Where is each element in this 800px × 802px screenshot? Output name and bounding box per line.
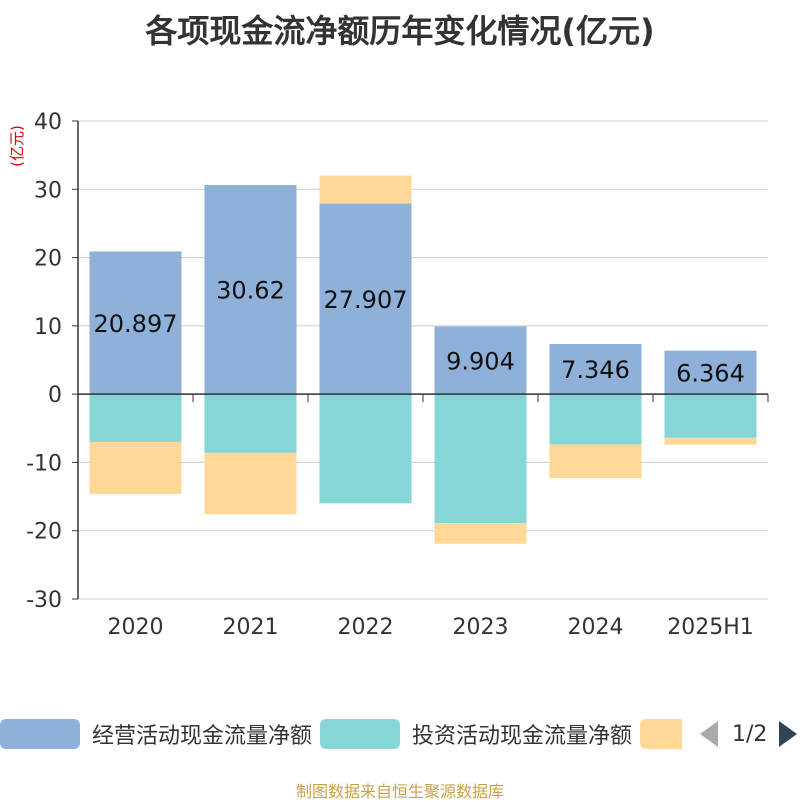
legend-next-icon[interactable] <box>779 721 798 747</box>
bar-series-1 <box>89 394 182 442</box>
y-tick-label: 10 <box>34 315 62 340</box>
bar-series-1 <box>204 394 297 453</box>
legend: 经营活动现金流量净额 投资活动现金流量净额 1/2 <box>0 716 800 752</box>
legend-page-indicator: 1/2 <box>732 721 768 747</box>
y-tick-label: -10 <box>26 451 62 476</box>
legend-swatch-operating <box>0 719 80 749</box>
x-tick-label: 2024 <box>568 615 624 640</box>
x-tick-label: 2022 <box>338 615 394 640</box>
bar-series-0 <box>664 350 757 395</box>
legend-label-investing: 投资活动现金流量净额 <box>412 724 633 749</box>
y-tick-label: 40 <box>34 110 62 135</box>
legend-item-operating[interactable]: 经营活动现金流量净额 <box>0 716 312 752</box>
bar-series-1 <box>664 394 757 438</box>
bar-series-2 <box>204 452 297 515</box>
y-axis-unit-label: (亿元) <box>8 125 26 167</box>
source-footer: 制图数据来自恒生聚源数据库 <box>295 782 504 801</box>
legend-swatch-financing <box>640 719 682 749</box>
x-tick-label: 2020 <box>108 615 164 640</box>
bar-data-label: 27.907 <box>324 286 408 314</box>
bar-series-0 <box>434 326 527 395</box>
bar-data-label: 6.364 <box>676 359 745 387</box>
y-tick-label: -20 <box>26 520 62 545</box>
bar-series-2 <box>434 523 527 544</box>
bar-series-0 <box>89 251 182 395</box>
legend-pager: 1/2 <box>700 716 798 752</box>
bar-series-2 <box>89 441 182 494</box>
y-tick-label: 0 <box>48 383 62 408</box>
chart-title: 各项现金流净额历年变化情况(亿元) <box>145 12 655 50</box>
bar-data-label: 7.346 <box>561 356 630 384</box>
y-tick-label: -30 <box>26 588 62 613</box>
bar-series-1 <box>549 394 642 445</box>
legend-item-investing[interactable]: 投资活动现金流量净额 <box>320 716 632 752</box>
bar-series-2 <box>549 444 642 479</box>
bar-series-1 <box>319 394 412 504</box>
bar-series-0 <box>549 343 642 395</box>
bar-data-label: 30.62 <box>216 277 285 305</box>
bar-series-1 <box>434 394 527 524</box>
legend-swatch-investing <box>320 719 400 749</box>
x-tick-label: 2023 <box>453 615 509 640</box>
x-tick-label: 2021 <box>223 615 279 640</box>
y-tick-label: 20 <box>34 247 62 272</box>
legend-item-financing[interactable] <box>640 716 682 752</box>
legend-prev-icon[interactable] <box>700 721 718 747</box>
bar-series-0 <box>204 185 297 395</box>
bar-data-label: 20.897 <box>94 310 178 338</box>
x-tick-label: 2025H1 <box>667 615 754 640</box>
bar-data-label: 9.904 <box>446 347 515 375</box>
bar-series-2 <box>664 437 757 445</box>
bar-series-2 <box>319 175 412 204</box>
y-tick-label: 30 <box>34 178 62 203</box>
bar-series-0 <box>319 203 412 395</box>
legend-label-operating: 经营活动现金流量净额 <box>92 724 313 749</box>
